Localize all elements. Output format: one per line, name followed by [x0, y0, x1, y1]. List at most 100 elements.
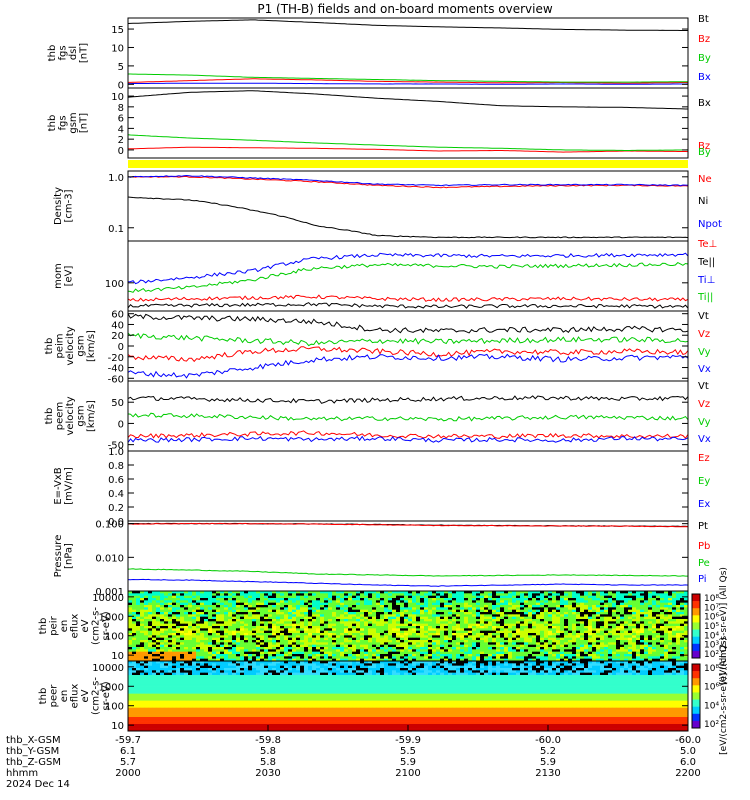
heatmap-cell — [260, 644, 265, 648]
heatmap-cell — [260, 640, 265, 643]
heatmap-cell — [196, 637, 201, 641]
heatmap-cell — [252, 621, 257, 624]
heatmap-cell — [288, 647, 293, 650]
heatmap-cell — [460, 614, 465, 617]
heatmap-cell — [232, 635, 237, 638]
heatmap-cell — [224, 619, 229, 622]
heatmap-cell — [640, 623, 645, 627]
heatmap-cell — [128, 612, 133, 615]
heatmap-cell — [408, 623, 413, 627]
heatmap-cell — [460, 628, 465, 631]
heatmap-cell — [524, 619, 529, 622]
heatmap-cell — [624, 628, 629, 631]
heatmap-cell — [268, 647, 273, 650]
heatmap-cell — [236, 607, 241, 610]
heatmap-cell — [656, 619, 661, 622]
heatmap-cell — [344, 621, 349, 624]
heatmap-cell — [512, 621, 517, 624]
heatmap-cell — [552, 602, 557, 606]
heatmap-cell — [148, 598, 153, 601]
heatmap-cell — [624, 591, 629, 594]
heatmap-cell — [596, 619, 601, 622]
heatmap-cell — [144, 626, 149, 629]
heatmap-cell — [304, 616, 309, 620]
heatmap-cell — [280, 602, 285, 606]
y-tick-label: 0 — [118, 419, 124, 430]
heatmap-cell — [280, 616, 285, 620]
heatmap-cell — [652, 593, 657, 596]
heatmap-cell — [460, 612, 465, 615]
heatmap-cell — [480, 668, 485, 671]
heatmap-cell — [416, 619, 421, 622]
heatmap-cell — [612, 644, 617, 648]
heatmap-cell — [684, 658, 689, 662]
heatmap-cell — [476, 600, 481, 603]
heatmap-cell — [336, 607, 341, 610]
heatmap-cell — [152, 609, 157, 613]
heatmap-cell — [636, 612, 641, 615]
heatmap-cell — [524, 602, 529, 606]
heatmap-cell — [460, 649, 465, 652]
heatmap-cell — [484, 640, 489, 643]
heatmap-cell — [600, 626, 605, 629]
heatmap-cell — [668, 600, 673, 603]
heatmap-cell — [460, 668, 465, 671]
heatmap-cell — [412, 633, 417, 636]
heatmap-cell — [616, 614, 621, 617]
heatmap-cell — [668, 616, 673, 620]
heatmap-cell — [128, 633, 133, 636]
heatmap-cell — [304, 619, 309, 622]
heatmap-cell — [616, 600, 621, 603]
heatmap-cell — [180, 656, 185, 659]
heatmap-cell — [636, 598, 641, 601]
heatmap-cell — [664, 635, 669, 638]
heatmap-cell — [248, 593, 253, 596]
heatmap-cell — [364, 609, 369, 613]
heatmap-cell — [472, 640, 477, 643]
heatmap-cell — [600, 605, 605, 608]
heatmap-cell — [660, 654, 665, 657]
heatmap-cell — [504, 658, 509, 662]
heatmap-cell — [208, 595, 213, 599]
heatmap-cell — [504, 651, 509, 655]
heatmap-cell — [492, 612, 497, 615]
heatmap-cell — [588, 654, 593, 657]
heatmap-cell — [168, 595, 173, 599]
heatmap-cell — [348, 591, 353, 594]
heatmap-cell — [532, 593, 537, 596]
heatmap-cell — [488, 665, 493, 669]
heatmap-cell — [376, 593, 381, 596]
heatmap-cell — [380, 607, 385, 610]
heatmap-cell — [500, 649, 505, 652]
heatmap-cell — [456, 609, 461, 613]
heatmap-cell — [648, 612, 653, 615]
heatmap-cell — [356, 649, 361, 652]
heatmap-cell — [632, 628, 637, 631]
heatmap-cell — [660, 607, 665, 610]
heatmap-cell — [392, 633, 397, 636]
heatmap-cell — [556, 616, 561, 620]
heatmap-cell — [140, 668, 145, 671]
heatmap-cell — [664, 630, 669, 634]
heatmap-cell — [544, 593, 549, 596]
heatmap-cell — [456, 607, 461, 610]
heatmap-cell — [472, 614, 477, 617]
heatmap-cell — [292, 616, 297, 620]
heatmap-cell — [148, 647, 153, 650]
heatmap-cell — [556, 637, 561, 641]
heatmap-cell — [500, 600, 505, 603]
heatmap-cell — [344, 605, 349, 608]
heatmap-cell — [164, 619, 169, 622]
heatmap-cell — [448, 661, 453, 664]
heatmap-cell — [368, 593, 373, 596]
heatmap-cell — [196, 609, 201, 613]
heatmap-cell — [412, 644, 417, 648]
heatmap-cell — [636, 595, 641, 599]
heatmap-cell — [316, 616, 321, 620]
heatmap-cell — [256, 595, 261, 599]
heatmap-cell — [388, 607, 393, 610]
heatmap-cell — [540, 614, 545, 617]
heatmap-cell — [276, 661, 281, 664]
heatmap-cell — [456, 663, 461, 666]
heatmap-cell — [288, 612, 293, 615]
